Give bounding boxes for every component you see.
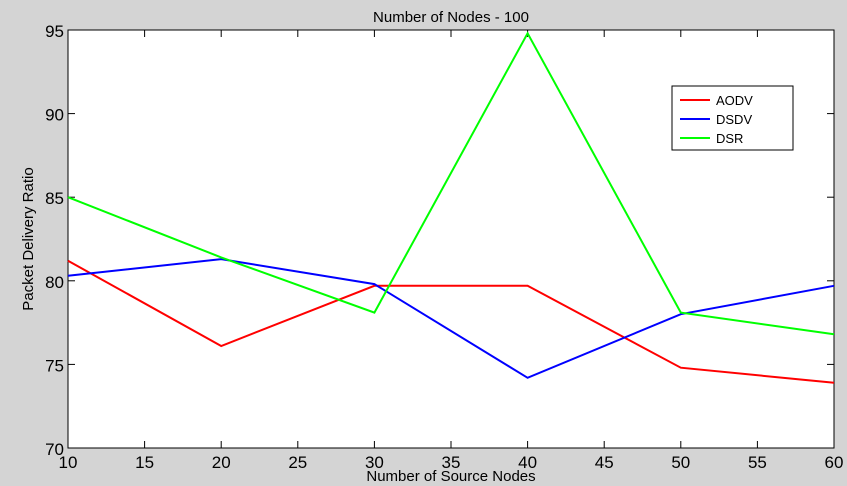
legend-label-dsr: DSR [716, 131, 743, 146]
series-lines [67, 31, 835, 384]
legend: AODV DSDV DSR [671, 85, 794, 151]
x-tick-label: 35 [442, 453, 461, 472]
x-tick-label: 20 [212, 453, 231, 472]
series-line-dsr [67, 31, 835, 336]
y-tick-label: 95 [45, 22, 64, 41]
x-tick-label: 15 [135, 453, 154, 472]
axis-ticks: 10 15 20 25 30 35 40 45 50 55 60 70 75 80 85 90 95 [45, 22, 843, 472]
x-tick-label: 60 [825, 453, 844, 472]
y-tick-label: 75 [45, 356, 64, 375]
x-tick-label: 45 [595, 453, 614, 472]
x-tick-label: 55 [748, 453, 767, 472]
series-line-dsdv [67, 258, 835, 379]
x-tick-label: 25 [288, 453, 307, 472]
x-axis-label: Number of Source Nodes [366, 468, 535, 485]
y-tick-label: 90 [45, 106, 64, 125]
legend-label-dsdv: DSDV [716, 112, 752, 127]
legend-label-aodv: AODV [716, 93, 753, 108]
chart-title: Number of Nodes - 100 [373, 9, 529, 26]
y-axis-label: Packet Delivery Ratio [20, 167, 37, 310]
x-tick-label: 50 [671, 453, 690, 472]
x-tick-label: 10 [59, 453, 78, 472]
y-tick-label: 80 [45, 273, 64, 292]
y-tick-label: 85 [45, 189, 64, 208]
x-tick-label: 40 [518, 453, 537, 472]
y-tick-label: 70 [45, 440, 64, 459]
x-tick-label: 30 [365, 453, 384, 472]
series-line-aodv [67, 259, 835, 384]
